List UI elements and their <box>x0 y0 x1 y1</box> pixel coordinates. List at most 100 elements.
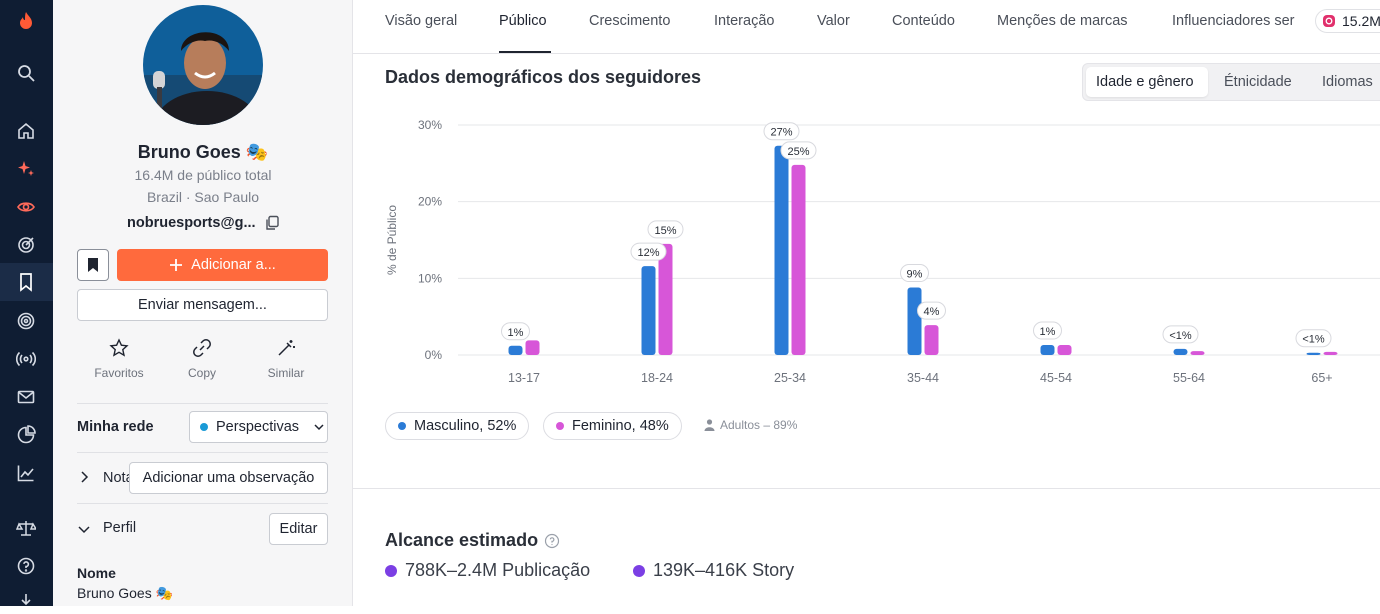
profile-name: Bruno Goes 🎭 <box>137 142 269 162</box>
x-tick-label: 45-54 <box>1040 371 1072 385</box>
segment-languages[interactable]: Idiomas <box>1322 74 1373 90</box>
radar-icon[interactable] <box>14 309 38 333</box>
bar-feminino <box>1190 351 1205 355</box>
separator <box>77 503 328 504</box>
tab-audience[interactable]: Público <box>499 13 547 29</box>
name-field-label: Nome <box>77 565 116 581</box>
segment-age-gender[interactable]: Idade e gênero <box>1096 74 1194 90</box>
info-icon[interactable] <box>544 533 560 549</box>
person-icon <box>704 419 715 431</box>
data-label-bg <box>763 122 800 141</box>
legend-male[interactable]: Masculino, 52% <box>385 412 530 440</box>
status-dot <box>200 423 208 431</box>
profile-section-label[interactable]: Perfil <box>103 520 137 536</box>
rail-active-highlight <box>0 263 53 301</box>
y-tick-label: 0% <box>425 348 443 362</box>
demographics-segmented-control: Idade e gênero Étnicidade Idiomas <box>1082 63 1380 101</box>
pie-chart-icon[interactable] <box>14 423 38 447</box>
active-tab-indicator <box>499 51 551 53</box>
tab-value[interactable]: Valor <box>817 13 850 29</box>
tab-similar-influencers[interactable]: Influenciadores ser <box>1172 13 1295 29</box>
bar-masculino <box>1173 348 1188 355</box>
reach-post: 788K–2.4M Publicação <box>385 560 590 581</box>
x-tick-label: 65+ <box>1311 371 1332 385</box>
data-label-bg <box>501 322 530 341</box>
data-label: 1% <box>508 327 524 339</box>
download-icon[interactable] <box>14 590 38 614</box>
add-to-list-button[interactable]: Adicionar a... <box>117 249 328 281</box>
send-message-button[interactable]: Enviar mensagem... <box>77 289 328 321</box>
copy-action[interactable]: Copy <box>167 338 237 382</box>
reach-post-label: 788K–2.4M Publicação <box>405 560 591 580</box>
y-axis-label: % de Público <box>385 205 399 275</box>
data-label-bg <box>1033 321 1062 340</box>
chevron-right-icon[interactable] <box>77 470 91 484</box>
y-tick-label: 10% <box>418 271 442 285</box>
bookmark-button[interactable] <box>77 249 109 281</box>
eye-icon[interactable] <box>14 195 38 219</box>
bookmark-icon[interactable] <box>14 270 38 294</box>
search-icon[interactable] <box>14 61 38 85</box>
favorites-label: Favoritos <box>94 366 144 380</box>
legend-female[interactable]: Feminino, 48% <box>543 412 682 440</box>
trend-chart-icon[interactable] <box>14 461 38 485</box>
bar-feminino <box>658 243 673 355</box>
bar-feminino <box>791 164 806 355</box>
x-tick-label: 35-44 <box>907 371 939 385</box>
sparkle-icon[interactable] <box>14 157 38 181</box>
bar-feminino <box>525 340 540 355</box>
app-nav-rail <box>0 0 53 606</box>
data-label: 25% <box>787 146 809 158</box>
y-tick-label: 20% <box>418 195 442 209</box>
copy-email-icon[interactable] <box>264 215 280 231</box>
section-divider <box>353 488 1380 489</box>
plus-icon <box>170 259 183 271</box>
bar-feminino <box>1057 345 1072 355</box>
x-tick-label: 13-17 <box>508 371 540 385</box>
add-button-label: Adicionar a... <box>191 257 276 273</box>
legend-male-label: Masculino, 52% <box>414 418 517 434</box>
legend-dot-male <box>398 422 406 430</box>
data-label-bg <box>630 242 667 261</box>
favorites-action[interactable]: Favoritos <box>84 338 154 382</box>
instagram-followers-chip[interactable]: 15.2M <box>1315 9 1380 33</box>
data-label: 27% <box>770 127 792 139</box>
similar-action[interactable]: Similar <box>251 338 321 382</box>
tab-engagement[interactable]: Interação <box>714 13 775 29</box>
legend-female-label: Feminino, 48% <box>572 418 669 434</box>
my-network-label: Minha rede <box>77 419 154 435</box>
scales-icon[interactable] <box>14 516 38 540</box>
segment-active-bg <box>1086 67 1208 97</box>
add-note-button[interactable]: Adicionar uma observação <box>129 462 328 494</box>
network-select-value: Perspectivas <box>216 419 300 435</box>
mail-icon[interactable] <box>14 385 38 409</box>
star-icon <box>109 338 129 357</box>
broadcast-icon[interactable] <box>14 347 38 371</box>
tab-brand-mentions[interactable]: Menções de marcas <box>997 13 1128 29</box>
reach-story-label: 139K–416K Story <box>653 560 795 580</box>
name-field-value: Bruno Goes 🎭 <box>77 585 174 601</box>
chevron-down-icon[interactable] <box>77 522 91 536</box>
reach-title: Alcance estimado <box>385 530 539 550</box>
notes-label[interactable]: Nota <box>103 470 134 486</box>
profile-audience: 16.4M de público total <box>134 167 272 183</box>
segment-ethnicity[interactable]: Étnicidade <box>1224 74 1292 90</box>
separator <box>77 403 328 404</box>
bar-masculino <box>907 287 922 355</box>
help-icon[interactable] <box>14 554 38 578</box>
data-label-bg <box>647 220 684 239</box>
target-icon[interactable] <box>14 233 38 257</box>
bar-feminino <box>924 325 939 355</box>
home-icon[interactable] <box>14 119 38 143</box>
flame-logo-icon[interactable] <box>14 9 38 33</box>
edit-button[interactable]: Editar <box>269 513 328 545</box>
data-label: 12% <box>637 247 659 259</box>
tab-content[interactable]: Conteúdo <box>892 13 955 29</box>
instagram-icon <box>1323 15 1335 27</box>
bar-masculino <box>1306 352 1321 355</box>
network-select[interactable]: Perspectivas <box>189 411 328 443</box>
tab-overview[interactable]: Visão geral <box>385 13 458 29</box>
tab-growth[interactable]: Crescimento <box>589 13 671 29</box>
legend-dot-female <box>556 422 564 430</box>
link-icon <box>193 339 211 357</box>
